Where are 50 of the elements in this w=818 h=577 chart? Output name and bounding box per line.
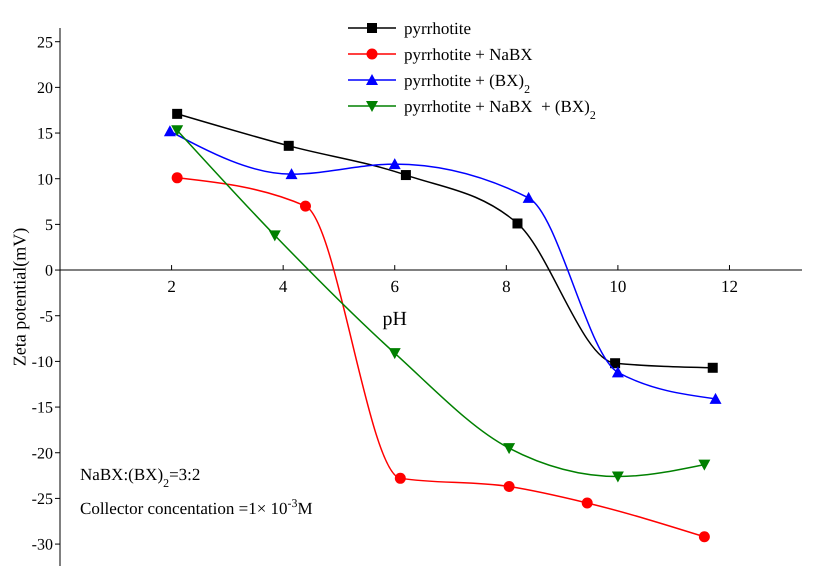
point <box>504 481 515 492</box>
legend-label: pyrrhotite <box>404 18 472 38</box>
point <box>698 531 710 542</box>
point <box>710 392 722 404</box>
y-tick-label: -5 <box>40 308 53 326</box>
y-tick-label: -20 <box>32 445 53 462</box>
y-tick-label: -25 <box>32 491 53 508</box>
point <box>400 170 411 180</box>
point <box>171 125 184 136</box>
x-tick-label: 12 <box>720 277 738 296</box>
point <box>708 362 718 373</box>
point <box>268 230 281 242</box>
x-tick-label: 6 <box>390 277 399 296</box>
y-tick-label: 25 <box>37 34 53 52</box>
point <box>286 168 298 180</box>
y-tick-label: 20 <box>37 80 53 97</box>
point <box>698 460 710 471</box>
y-tick-label: 0 <box>45 262 53 280</box>
x-tick-label: 4 <box>278 277 288 296</box>
point <box>388 348 401 360</box>
y-tick-label: 10 <box>37 171 53 188</box>
point <box>512 218 522 228</box>
point <box>172 172 183 184</box>
y-tick-label: -15 <box>32 400 53 417</box>
point <box>164 125 176 136</box>
point <box>284 140 294 151</box>
annotation: Collector concentation =1× 10$^{-3}$M <box>80 496 313 518</box>
point <box>612 366 624 378</box>
x-tick-label: 2 <box>167 277 176 296</box>
y-tick-label: 15 <box>37 126 53 143</box>
point <box>522 192 535 203</box>
point <box>503 443 516 454</box>
legend-label: pyrrhotite + NaBX + (BX)$_{2}$ <box>404 96 596 122</box>
x-tick-label: 8 <box>502 277 511 296</box>
point <box>388 158 401 170</box>
point <box>582 497 593 508</box>
point <box>612 471 624 482</box>
y-tick-label: -30 <box>32 536 53 554</box>
point <box>610 358 620 368</box>
legend-label: pyrrhotite + (BX)$_{2}$ <box>404 70 530 96</box>
annotation: NaBX:(BX)$_{2}$=3:2 <box>80 465 200 490</box>
point <box>300 200 311 212</box>
y-tick-label: -10 <box>32 354 53 371</box>
y-tick-label: 5 <box>45 216 53 234</box>
y-axis-title: Zeta potential(mV) <box>9 228 30 366</box>
point <box>172 108 182 119</box>
point <box>394 472 406 484</box>
legend-label: pyrrhotite + NaBX <box>404 44 533 64</box>
x-tick-label: 10 <box>609 277 626 296</box>
x-axis-title: pH <box>382 308 407 330</box>
